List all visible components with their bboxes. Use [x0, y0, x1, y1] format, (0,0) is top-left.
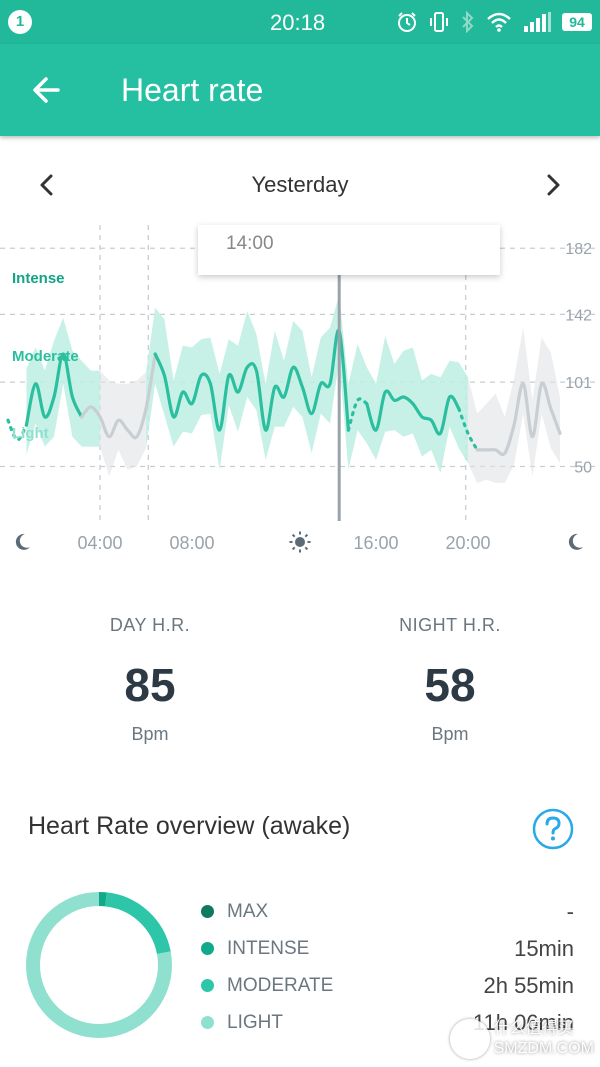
status-time: 20:18 — [270, 10, 326, 35]
wifi-icon — [487, 12, 511, 32]
watermark-line1: 什么值得买 — [493, 1020, 574, 1037]
legend-row-max: MAX - — [198, 896, 578, 933]
date-navigator: Yesterday — [0, 160, 600, 210]
y-tick-label: 142 — [565, 307, 592, 324]
legend-duration: 2h 55min — [483, 973, 574, 998]
sun-icon — [289, 531, 311, 553]
zone-label-moderate: Moderate — [12, 348, 79, 365]
zone-donut-chart — [26, 892, 172, 1038]
notification-badge: 1 — [8, 10, 32, 34]
legend-duration: - — [566, 899, 574, 924]
hr-line-day — [153, 328, 350, 432]
hr-line-evening — [365, 389, 461, 436]
hr-line-night — [475, 381, 562, 457]
chevron-right-icon[interactable] — [538, 170, 568, 200]
date-label[interactable]: Yesterday — [251, 172, 349, 197]
night-hr-stat: NIGHT H.R. 58 Bpm — [300, 615, 600, 745]
hr-line-dotted — [346, 397, 369, 432]
legend-duration: 15min — [514, 936, 574, 961]
smzdm-logo — [449, 1019, 490, 1059]
heart-rate-stats: DAY H.R. 85 Bpm NIGHT H.R. 58 Bpm — [0, 615, 600, 765]
day-hr-label: DAY H.R. — [109, 615, 191, 635]
hr-line-dotted — [6, 418, 28, 442]
night-hr-unit: Bpm — [431, 724, 469, 744]
donut-segment-light — [26, 892, 172, 1038]
app-bar: Heart rate — [0, 44, 600, 136]
hr-line-morning — [24, 352, 84, 427]
legend-dot — [201, 905, 214, 918]
x-tick-label: 16:00 — [353, 533, 398, 553]
night-hr-label: NIGHT H.R. — [399, 615, 501, 635]
legend-name: MAX — [227, 901, 269, 922]
question-icon[interactable] — [531, 807, 575, 851]
night-hr-value: 58 — [424, 659, 476, 711]
legend-row-intense: INTENSE 15min — [198, 933, 578, 970]
chevron-left-icon[interactable] — [32, 170, 62, 200]
x-tick-label: 20:00 — [445, 533, 490, 553]
battery-level: 94 — [562, 13, 592, 31]
zone-legend: MAX - INTENSE 15min MODERATE 2h 55min LI… — [198, 896, 578, 1044]
legend-dot — [201, 942, 214, 955]
hr-band-morning — [26, 317, 100, 455]
bluetooth-icon — [462, 11, 474, 33]
legend-row-moderate: MODERATE 2h 55min — [198, 970, 578, 1007]
watermark-line2: SMZDM.COM — [493, 1040, 594, 1057]
hr-line-rest — [80, 352, 157, 440]
alarm-icon — [398, 12, 416, 32]
legend-name: MODERATE — [227, 975, 334, 996]
x-tick-label: 08:00 — [169, 533, 214, 553]
page-title: Heart rate — [121, 72, 264, 108]
vibrate-icon — [430, 12, 448, 32]
legend-duration: 11h 06min — [472, 1010, 574, 1035]
arrow-left-icon[interactable] — [30, 72, 66, 108]
hr-line-dotted — [457, 407, 479, 452]
overview-title: Heart Rate overview (awake) — [28, 812, 351, 840]
legend-name: INTENSE — [227, 938, 310, 959]
signal-icon — [524, 12, 551, 32]
day-hr-value: 85 — [124, 659, 176, 711]
y-tick-label: 50 — [574, 459, 592, 476]
zone-label-intense: Intense — [12, 270, 65, 287]
heart-rate-chart[interactable]: 182 142 101 50 04:00 08:00 16:00 20:00 — [0, 225, 600, 570]
heart-rate-plot[interactable]: 182 142 101 50 04:00 08:00 16:00 20:00 — [0, 225, 600, 570]
status-icons: 94 — [396, 9, 592, 35]
tooltip-time: 14:00 — [226, 233, 274, 254]
status-bar: 1 20:18 94 — [0, 0, 600, 44]
smzdm-watermark: 什么值得买 SMZDM.COM — [449, 1019, 594, 1059]
legend-name: LIGHT — [227, 1012, 283, 1033]
y-tick-label: 101 — [565, 375, 592, 392]
zone-label-light: Light — [12, 425, 49, 442]
hr-band-day — [146, 294, 468, 474]
moon-icon — [15, 533, 30, 550]
y-tick-label: 182 — [565, 241, 592, 258]
x-tick-label: 04:00 — [77, 533, 122, 553]
legend-dot — [201, 1016, 214, 1029]
legend-dot — [201, 979, 214, 992]
chart-tooltip: 14:00 — [198, 225, 500, 275]
day-hr-stat: DAY H.R. 85 Bpm — [0, 615, 300, 745]
legend-row-light: LIGHT 11h 06min — [198, 1007, 578, 1044]
day-hr-unit: Bpm — [131, 724, 169, 744]
moon-icon — [568, 533, 583, 550]
hr-band-night — [468, 327, 560, 483]
